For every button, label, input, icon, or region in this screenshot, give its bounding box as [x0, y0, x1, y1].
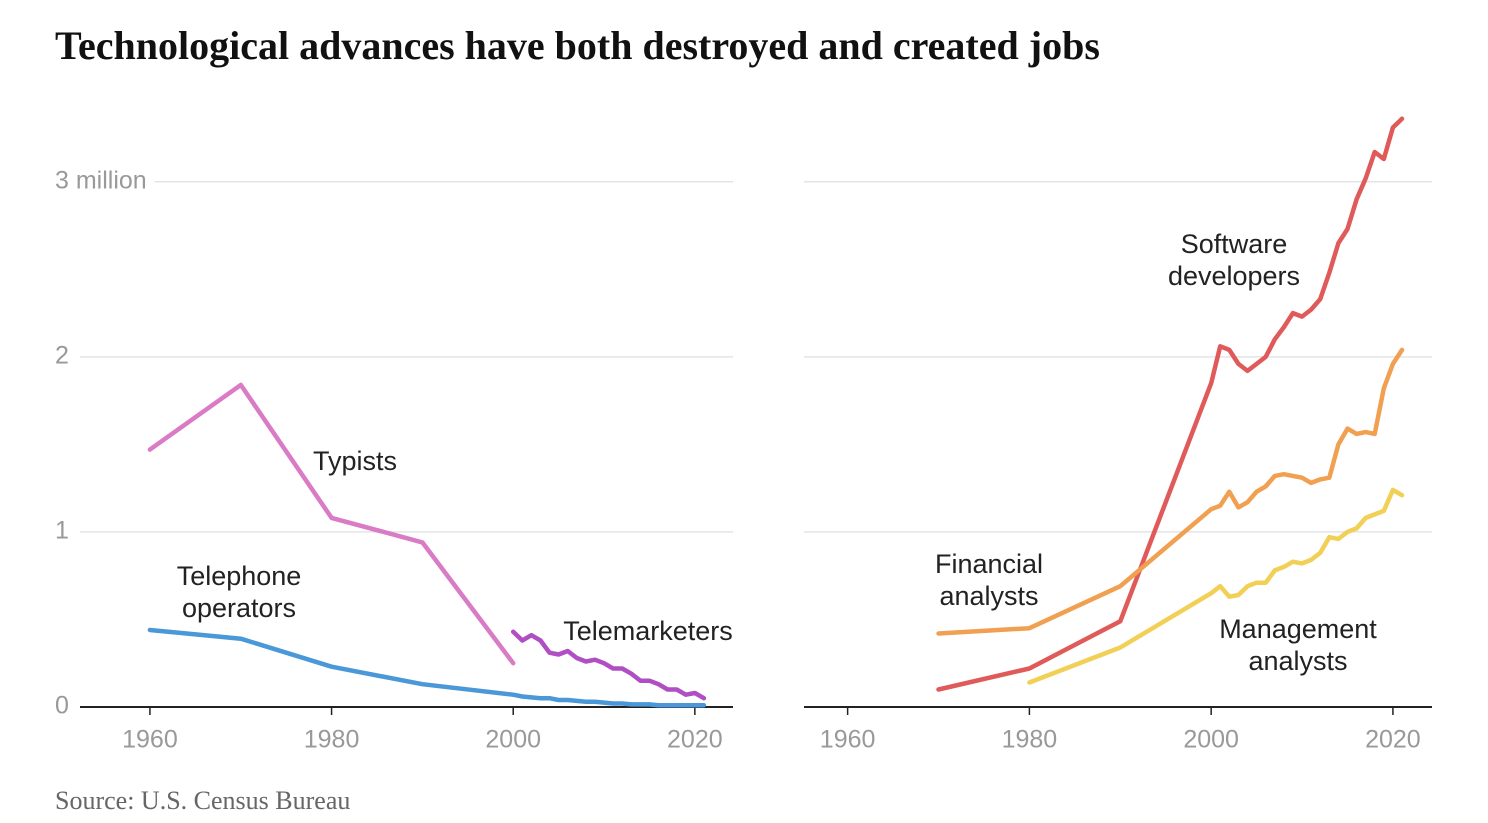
series-line — [147, 627, 707, 708]
series-line — [936, 347, 1405, 636]
series-label: Software developers — [1167, 229, 1301, 291]
series-label: Financial analysts — [934, 549, 1044, 611]
series-label: Typists — [312, 446, 398, 476]
x-tick-label: 1960 — [820, 726, 876, 754]
x-tick-label: 1960 — [122, 726, 178, 754]
x-tick-label: 1980 — [304, 726, 360, 754]
source: Source: U.S. Census Bureau — [55, 786, 350, 815]
series-label: Telemarketers — [563, 616, 733, 646]
series-line — [147, 382, 516, 666]
series-line — [936, 116, 1405, 692]
x-tick-label: 2000 — [1183, 726, 1239, 754]
series-label: Management analysts — [1219, 614, 1377, 676]
series-line — [1027, 487, 1405, 685]
x-tick-label: 2000 — [485, 726, 541, 754]
x-tick-label: 2020 — [667, 726, 723, 754]
series-label: Telephone operators — [176, 561, 302, 623]
x-tick-label: 2020 — [1365, 726, 1421, 754]
y-tick-label: 1 — [55, 517, 69, 545]
chart-title: Technological advances have both destroy… — [55, 23, 1100, 68]
y-tick-label: 2 — [55, 341, 69, 369]
y-tick-label: 0 — [55, 692, 69, 720]
x-tick-label: 1980 — [1002, 726, 1058, 754]
series-line — [510, 629, 707, 701]
y-tick-label: 3 million — [55, 166, 147, 194]
